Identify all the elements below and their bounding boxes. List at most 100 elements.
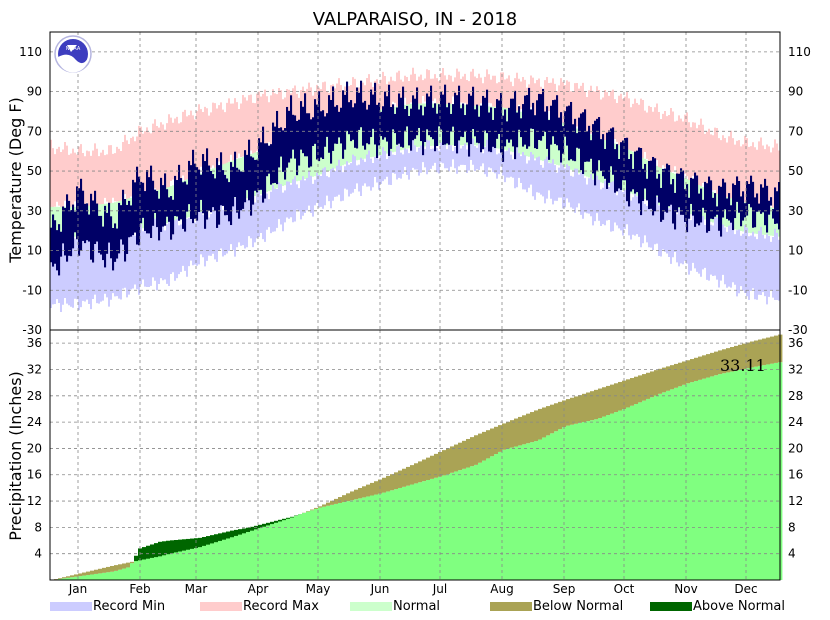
observed-precip-bar: [218, 533, 223, 580]
below-normal-bar: [118, 564, 123, 570]
actual-temperature-bar: [58, 224, 61, 276]
observed-precip-bar: [610, 413, 615, 580]
above-normal-bar: [174, 540, 179, 553]
below-normal-bar: [382, 477, 387, 493]
below-normal-bar: [390, 474, 395, 491]
below-normal-bar: [558, 401, 563, 430]
actual-temperature-bar: [750, 175, 753, 208]
actual-temperature-bar: [436, 113, 439, 147]
observed-precip-bar: [658, 393, 663, 580]
actual-temperature-bar: [104, 205, 107, 268]
actual-temperature-bar: [392, 104, 395, 130]
observed-precip-bar: [286, 517, 291, 580]
actual-temperature-bar: [692, 178, 695, 216]
precipitation-tick-left: 8: [34, 520, 42, 534]
actual-temperature-bar: [686, 184, 689, 233]
actual-temperature-bar: [572, 124, 575, 161]
actual-temperature-bar: [420, 105, 423, 142]
actual-temperature-bar: [50, 227, 53, 263]
actual-temperature-bar: [482, 95, 485, 150]
actual-temperature-bar: [476, 104, 479, 143]
actual-temperature-bar: [164, 173, 167, 226]
precipitation-grid: [50, 330, 780, 580]
actual-temperature-bar: [122, 189, 125, 245]
observed-precip-bar: [726, 372, 731, 580]
actual-temperature-bar: [238, 169, 241, 219]
below-normal-bar: [506, 421, 511, 449]
below-normal-bar: [430, 455, 435, 479]
below-normal-bar: [418, 461, 423, 483]
actual-temperature-bar: [496, 99, 499, 139]
observed-precip-bar: [714, 375, 719, 580]
actual-temperature-bar: [532, 102, 535, 129]
actual-temperature-bar: [384, 91, 387, 138]
observed-precip-bar: [614, 412, 619, 580]
observed-precip-bar: [330, 504, 335, 580]
actual-temperature-bar: [116, 228, 119, 259]
month-label: Dec: [734, 582, 757, 596]
actual-temperature-bar: [324, 116, 327, 147]
observed-precip-bar: [574, 423, 579, 580]
above-normal-bar: [282, 518, 287, 521]
actual-temperature-bar: [352, 107, 355, 140]
observed-precip-bar: [486, 458, 491, 580]
precipitation-tick-left: 28: [27, 389, 42, 403]
actual-temperature-bar: [560, 112, 563, 163]
observed-precip-bar: [354, 499, 359, 580]
below-normal-bar: [326, 502, 331, 506]
observed-precip-bar: [558, 429, 563, 580]
actual-temperature-bar: [434, 103, 437, 152]
observed-precip-bar: [534, 441, 539, 580]
observed-precip-bar: [630, 405, 635, 580]
actual-temperature-bar: [730, 205, 733, 223]
actual-temperature-bar: [108, 202, 111, 243]
actual-temperature-bar: [502, 115, 505, 162]
precipitation-tick-left: 20: [27, 441, 42, 455]
observed-precip-bar: [638, 402, 643, 580]
observed-precip-bar: [422, 481, 427, 580]
actual-temperature-bar: [218, 165, 221, 225]
actual-temperature-bar: [338, 111, 341, 138]
observed-precip-bar: [266, 522, 271, 580]
below-normal-bar: [758, 339, 763, 366]
below-normal-bar: [346, 493, 351, 502]
observed-precip-bar: [562, 427, 567, 580]
actual-temperature-bar: [778, 182, 781, 230]
actual-temperature-bar: [710, 180, 713, 219]
legend-label: Above Normal: [693, 599, 785, 614]
observed-precip-bar: [450, 472, 455, 580]
actual-temperature-bar: [112, 227, 115, 271]
below-normal-bar: [342, 495, 347, 503]
below-normal-bar: [646, 372, 651, 399]
temperature-tick-right: 30: [788, 204, 803, 218]
observed-precip-bar: [126, 567, 131, 580]
below-normal-bar: [314, 507, 319, 509]
actual-temperature-bar: [88, 214, 91, 242]
actual-temperature-bar: [574, 118, 577, 162]
observed-precip-bar: [282, 518, 287, 580]
below-normal-bar: [670, 365, 675, 390]
actual-temperature-bar: [698, 193, 701, 226]
below-normal-bar: [58, 578, 63, 579]
observed-precip-bar: [550, 433, 555, 580]
below-normal-bar: [358, 487, 363, 499]
actual-temperature-bar: [460, 108, 463, 137]
observed-precip-bar: [746, 368, 751, 580]
actual-temperature-bar: [152, 180, 155, 226]
observed-precip-bar: [602, 416, 607, 580]
actual-temperature-bar: [738, 180, 741, 213]
actual-temperature-bar: [178, 164, 181, 221]
actual-temperature-bar: [580, 113, 583, 171]
actual-temperature-bar: [658, 173, 661, 203]
below-normal-bar: [718, 350, 723, 375]
actual-temperature-bar: [618, 158, 621, 189]
below-normal-bar: [322, 504, 327, 507]
below-normal-bar: [714, 351, 719, 376]
actual-temperature-bar: [630, 154, 633, 192]
observed-precip-bar: [370, 495, 375, 580]
actual-temperature-bar: [348, 102, 351, 135]
actual-temperature-bar: [612, 127, 615, 175]
below-normal-bar: [602, 387, 607, 417]
actual-temperature-bar: [742, 191, 745, 221]
actual-temperature-bar: [354, 103, 357, 148]
